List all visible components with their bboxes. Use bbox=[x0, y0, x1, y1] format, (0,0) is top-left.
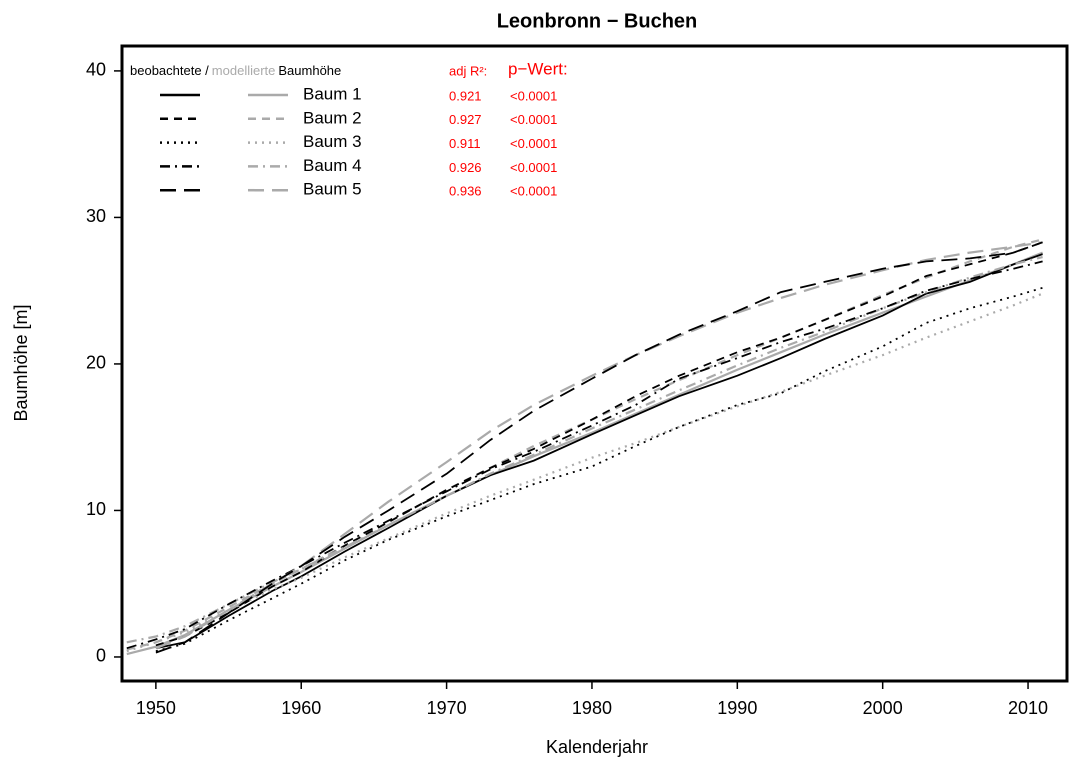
legend-label: Baum 3 bbox=[303, 132, 362, 151]
y-tick-label: 40 bbox=[86, 60, 106, 80]
legend-header: beobachtete / modellierte Baumhöhe bbox=[130, 63, 341, 78]
model-line bbox=[126, 292, 1044, 653]
observed-line bbox=[126, 260, 1043, 650]
legend-r2-header: adj R²: bbox=[449, 63, 487, 78]
legend-observed: beobachtete / bbox=[130, 63, 209, 78]
x-tick-label: 1950 bbox=[136, 698, 176, 718]
x-tick-label: 1990 bbox=[717, 698, 757, 718]
plot-lines bbox=[126, 238, 1044, 656]
legend-p: <0.0001 bbox=[510, 184, 557, 199]
y-tick-label: 0 bbox=[96, 646, 106, 666]
observed-line bbox=[155, 286, 1043, 652]
legend-r2: 0.936 bbox=[449, 184, 482, 199]
plot-frame bbox=[120, 44, 1069, 683]
legend-modelled: modellierte bbox=[212, 63, 276, 78]
legend-r2: 0.921 bbox=[449, 88, 482, 103]
x-tick-label: 2010 bbox=[1008, 698, 1048, 718]
y-axis-label: Baumhöhe [m] bbox=[11, 304, 31, 421]
x-tick-label: 2000 bbox=[863, 698, 903, 718]
legend-p: <0.0001 bbox=[510, 112, 557, 127]
y-tick-label: 30 bbox=[86, 206, 106, 226]
observed-line bbox=[155, 241, 1043, 647]
model-line bbox=[126, 255, 1043, 644]
legend-p: <0.0001 bbox=[510, 88, 557, 103]
chart-title: Leonbronn − Buchen bbox=[497, 10, 698, 32]
x-axis-label: Kalenderjahr bbox=[546, 737, 648, 757]
legend-p: <0.0001 bbox=[510, 136, 557, 151]
legend-r2: 0.927 bbox=[449, 112, 482, 127]
legend-r2: 0.911 bbox=[449, 136, 481, 151]
y-tick-label: 20 bbox=[86, 353, 106, 373]
x-tick-label: 1980 bbox=[572, 698, 612, 718]
x-tick-label: 1970 bbox=[427, 698, 467, 718]
y-tick-label: 10 bbox=[86, 499, 106, 519]
legend-suffix: Baumhöhe bbox=[278, 63, 341, 78]
legend-p-header: p−Wert: bbox=[508, 59, 568, 78]
legend-label: Baum 1 bbox=[303, 84, 362, 103]
observed-line bbox=[155, 241, 1043, 654]
legend-r2: 0.926 bbox=[449, 160, 482, 175]
legend-p: <0.0001 bbox=[510, 160, 557, 175]
model-line bbox=[126, 251, 1044, 656]
legend-label: Baum 4 bbox=[303, 156, 362, 175]
legend-label: Baum 5 bbox=[303, 180, 362, 199]
x-tick-label: 1960 bbox=[281, 698, 321, 718]
legend-label: Baum 2 bbox=[303, 108, 362, 127]
